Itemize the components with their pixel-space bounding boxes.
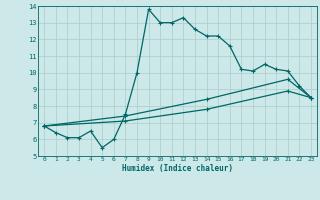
X-axis label: Humidex (Indice chaleur): Humidex (Indice chaleur) — [122, 164, 233, 173]
